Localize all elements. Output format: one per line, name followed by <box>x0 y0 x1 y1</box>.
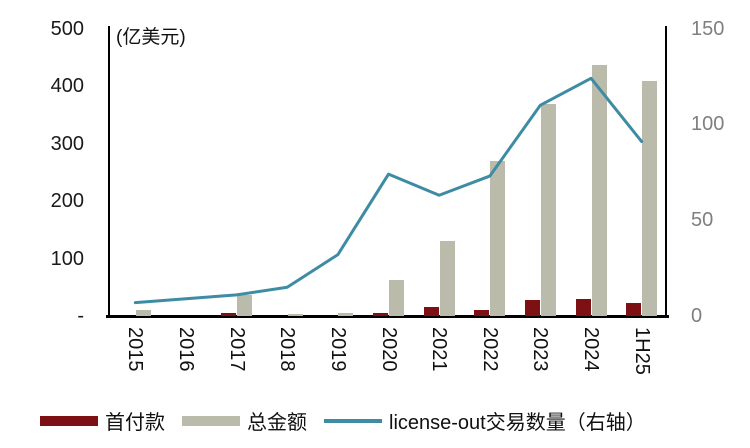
bar-total-2015 <box>135 310 151 316</box>
legend-item-deal-count: license-out交易数量（右轴） <box>324 406 646 435</box>
right-tick-0: 0 <box>691 305 703 327</box>
bar-upfront-2023 <box>524 300 540 316</box>
legend: 首付款 总金额 license-out交易数量（右轴） <box>40 406 646 435</box>
legend-label-deal-count: license-out交易数量（右轴） <box>389 412 646 434</box>
bar-total-2017 <box>237 295 253 316</box>
bar-upfront-2024 <box>575 298 591 316</box>
bar-total-2018 <box>287 314 303 316</box>
right-tick-100: 100 <box>691 113 725 136</box>
left-tick-200: 200 <box>50 190 84 212</box>
bar-upfront-1h25 <box>626 302 642 316</box>
left-tick-0: - <box>77 305 84 327</box>
left-tick-500: 500 <box>50 17 84 40</box>
bar-total-2022 <box>490 160 506 316</box>
legend-item-upfront: 首付款 <box>40 406 165 435</box>
left-axis-line <box>108 26 110 317</box>
right-tick-150: 150 <box>691 17 725 40</box>
x-label-text-1h25: 1H25 <box>630 327 653 375</box>
x-label-1h25: 1H25 <box>611 327 673 389</box>
bar-total-2019 <box>338 312 354 316</box>
legend-label-total: 总金额 <box>247 412 307 434</box>
legend-swatch-total-bar <box>182 415 240 426</box>
legend-item-total: 总金额 <box>182 406 307 435</box>
bar-total-2021 <box>439 240 455 316</box>
left-tick-400: 400 <box>50 75 84 97</box>
right-tick-50: 50 <box>691 209 714 232</box>
bar-total-2023 <box>540 103 556 316</box>
legend-label-upfront: 首付款 <box>105 412 165 434</box>
bottom-axis-line <box>106 314 669 318</box>
bar-total-2024 <box>591 64 607 316</box>
left-tick-300: 300 <box>50 132 84 155</box>
bar-upfront-2022 <box>474 310 490 316</box>
legend-swatch-line <box>324 418 382 423</box>
bar-total-1h25 <box>642 80 658 316</box>
left-axis-unit-label: (亿美元) <box>116 27 186 48</box>
left-tick-100: 100 <box>50 247 84 270</box>
bar-upfront-2021 <box>423 307 439 316</box>
bar-total-2020 <box>389 280 404 316</box>
legend-swatch-upfront-bar <box>40 415 98 426</box>
bar-upfront-2017 <box>221 313 237 316</box>
license-out-deal-count-line <box>133 76 644 305</box>
bar-upfront-2020 <box>373 312 388 316</box>
right-axis-line <box>665 26 667 317</box>
